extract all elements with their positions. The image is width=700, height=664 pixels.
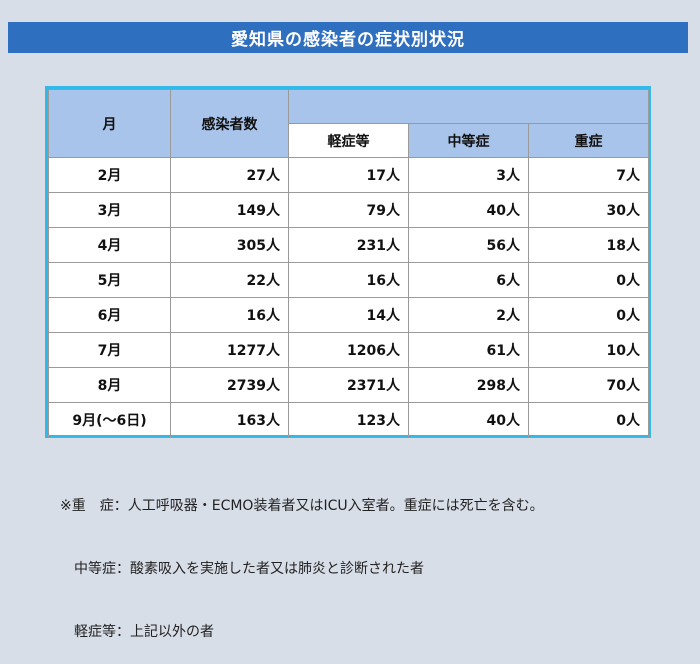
table-body: 2月 27人 17人 3人 7人 3月 149人 79人 40人 30人 4月 305人 231人 56人… — [48, 157, 650, 438]
table-row: 6月 16人 14人 2人 0人 — [48, 297, 650, 333]
cell-moderate: 40人 — [408, 402, 529, 438]
cell-infected: 16人 — [170, 297, 289, 333]
cell-month: 4月 — [48, 227, 171, 263]
cell-mild: 79人 — [288, 192, 409, 228]
table-row: 3月 149人 79人 40人 30人 — [48, 192, 650, 228]
cell-mild: 16人 — [288, 262, 409, 298]
cell-severe: 18人 — [527, 227, 650, 263]
page-title: 愛知県の感染者の症状別状況 — [8, 22, 688, 53]
cell-severe: 30人 — [527, 192, 650, 228]
cell-month: 3月 — [48, 192, 171, 228]
header-infected: 感染者数 — [170, 89, 289, 158]
cell-month: 5月 — [48, 262, 171, 298]
cell-mild: 14人 — [288, 297, 409, 333]
header-mild: 軽症等 — [288, 123, 409, 158]
cell-month: 7月 — [48, 332, 171, 368]
header-month: 月 — [48, 89, 171, 158]
cell-severe: 0人 — [527, 402, 650, 438]
symptom-table: 月 感染者数 軽症等 中等症 重症 2月 27人 17人 3人 7人 3月 149人 79人 4… — [45, 86, 651, 438]
table-row: 9月(～6日) 163人 123人 40人 0人 — [48, 402, 650, 438]
cell-moderate: 6人 — [408, 262, 529, 298]
cell-severe: 7人 — [527, 157, 650, 193]
table-row: 4月 305人 231人 56人 18人 — [48, 227, 650, 263]
cell-infected: 1277人 — [170, 332, 289, 368]
note-moderate: 中等症：酸素吸入を実施した者又は肺炎と診断された者 — [60, 561, 424, 577]
notes: ※重 症：人工呼吸器・ECMO装着者又はICU入室者。重症には死亡を含む。 中等… — [60, 454, 544, 664]
cell-moderate: 3人 — [408, 157, 529, 193]
cell-severe: 10人 — [527, 332, 650, 368]
cell-moderate: 40人 — [408, 192, 529, 228]
cell-moderate: 56人 — [408, 227, 529, 263]
note-mild: 軽症等：上記以外の者 — [60, 624, 214, 640]
cell-severe: 0人 — [527, 297, 650, 333]
header-moderate: 中等症 — [408, 123, 529, 158]
cell-mild: 123人 — [288, 402, 409, 438]
cell-severe: 70人 — [527, 367, 650, 403]
table-row: 2月 27人 17人 3人 7人 — [48, 157, 650, 193]
cell-moderate: 298人 — [408, 367, 529, 403]
header-symptom-group — [287, 89, 650, 124]
cell-mild: 2371人 — [288, 367, 409, 403]
cell-mild: 231人 — [288, 227, 409, 263]
cell-infected: 27人 — [170, 157, 289, 193]
cell-month: 9月(～6日) — [48, 402, 171, 438]
cell-moderate: 61人 — [408, 332, 529, 368]
cell-moderate: 2人 — [408, 297, 529, 333]
cell-severe: 0人 — [527, 262, 650, 298]
cell-infected: 163人 — [170, 402, 289, 438]
cell-infected: 22人 — [170, 262, 289, 298]
table-row: 8月 2739人 2371人 298人 70人 — [48, 367, 650, 403]
cell-mild: 17人 — [288, 157, 409, 193]
table-row: 5月 22人 16人 6人 0人 — [48, 262, 650, 298]
cell-infected: 2739人 — [170, 367, 289, 403]
cell-infected: 305人 — [170, 227, 289, 263]
cell-infected: 149人 — [170, 192, 289, 228]
note-severe: ※重 症：人工呼吸器・ECMO装着者又はICU入室者。重症には死亡を含む。 — [60, 498, 544, 514]
table-row: 7月 1277人 1206人 61人 10人 — [48, 332, 650, 368]
cell-month: 2月 — [48, 157, 171, 193]
cell-month: 8月 — [48, 367, 171, 403]
header-severe: 重症 — [527, 123, 650, 158]
cell-mild: 1206人 — [288, 332, 409, 368]
cell-month: 6月 — [48, 297, 171, 333]
